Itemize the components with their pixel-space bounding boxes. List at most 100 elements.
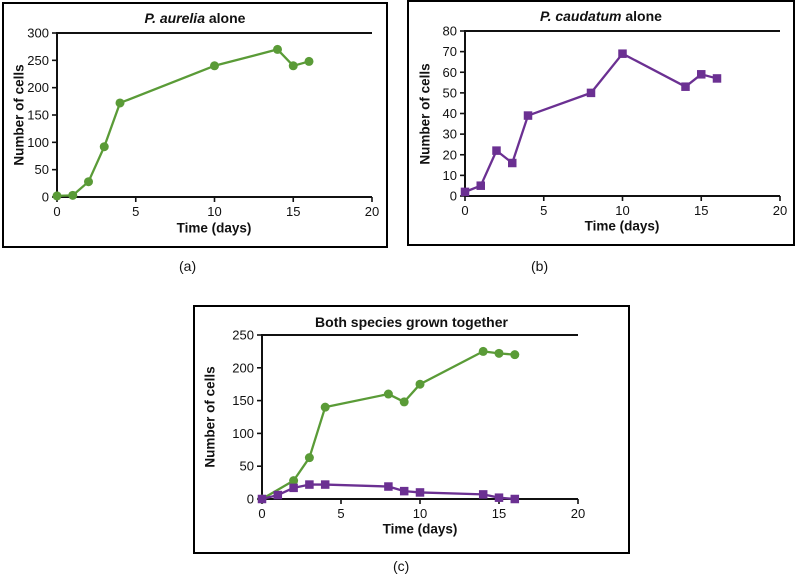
data-point-circle: [210, 61, 219, 71]
chart-a-x-axis-label: Time (days): [176, 220, 252, 236]
data-point-square: [508, 158, 517, 168]
chart-b-y-axis-label: Number of cells: [417, 63, 433, 165]
series-line-p-aurelia: [260, 350, 516, 501]
y-tick-label: 0: [42, 190, 49, 205]
panel-label-a: (a): [179, 258, 197, 274]
panel-label-c: (c): [393, 558, 410, 574]
data-point-circle: [510, 350, 520, 360]
data-point-square: [586, 88, 596, 98]
y-tick-label: 50: [35, 162, 49, 177]
data-point-circle: [273, 44, 282, 54]
x-tick-label: 20: [365, 204, 379, 219]
data-point-circle: [478, 346, 488, 356]
x-tick-label: 15: [286, 204, 300, 219]
x-tick-label: 15: [492, 506, 506, 521]
y-tick-label: 100: [232, 426, 254, 441]
chart-panel-p-aurelia-alone: 0 50 100 150 200 250 300 0 5 10 15 20 P. aurelia al…: [2, 2, 388, 248]
x-tick-label: 10: [207, 204, 221, 219]
series-line-p-aurelia: [55, 48, 311, 198]
y-tick-label: 300: [27, 26, 49, 41]
data-point-circle: [99, 142, 109, 152]
x-tick-label: 5: [337, 506, 344, 521]
y-tick-label: 100: [27, 135, 49, 150]
data-point-circle: [415, 379, 425, 389]
data-point-square: [305, 480, 314, 489]
x-tick-label: 15: [694, 203, 708, 218]
y-tick-label: 20: [443, 147, 457, 162]
y-tick-label: 70: [443, 44, 457, 59]
data-point-square: [289, 483, 298, 493]
y-tick-label: 60: [443, 65, 457, 80]
data-point-square: [273, 490, 283, 500]
data-point-circle: [399, 397, 409, 407]
y-tick-label: 40: [443, 106, 457, 121]
y-tick-label: 30: [443, 127, 457, 142]
series-line-p-caudatum: [463, 52, 719, 194]
x-tick-label: 10: [413, 506, 427, 521]
data-point-square: [460, 187, 470, 197]
chart-a-plot-area: 0 50 100 150 200 250 300 0 5 10 15 20: [27, 26, 379, 220]
data-point-square: [257, 494, 267, 504]
chart-a-title: P. aurelia alone: [4, 10, 386, 26]
y-tick-label: 10: [443, 168, 457, 183]
x-tick-label: 20: [571, 506, 585, 521]
data-point-circle: [288, 61, 298, 71]
x-tick-label: 0: [258, 506, 265, 521]
data-point-circle: [304, 56, 314, 66]
y-tick-label: 0: [450, 189, 457, 204]
data-point-square: [492, 146, 501, 155]
x-tick-label: 10: [615, 203, 629, 218]
data-point-square: [384, 482, 393, 491]
chart-c-x-axis-label: Time (days): [382, 521, 458, 537]
data-point-square: [510, 494, 520, 504]
y-tick-label: 200: [27, 80, 49, 95]
y-tick-label: 250: [232, 328, 254, 343]
data-point-square: [523, 111, 533, 120]
data-point-square: [320, 480, 330, 489]
y-tick-label: 50: [443, 85, 457, 100]
y-tick-label: 250: [27, 53, 49, 68]
chart-c-title-rest: Both species grown together: [315, 314, 508, 330]
chart-b-title: P. caudatum alone: [409, 8, 793, 24]
data-point-circle: [383, 389, 393, 399]
y-tick-label: 80: [443, 24, 457, 39]
panel-label-b: (b): [531, 258, 549, 274]
data-point-circle: [52, 191, 62, 201]
x-tick-label: 5: [540, 203, 547, 218]
chart-panel-both-species: 0 50 100 150 200 250 0 5 10 15 20 Both species gro…: [193, 305, 630, 554]
data-point-square: [494, 493, 504, 502]
data-point-square: [712, 74, 722, 83]
data-point-square: [399, 486, 409, 496]
data-point-circle: [494, 348, 504, 358]
chart-a-title-species: P. aurelia: [144, 10, 205, 26]
data-point-circle: [115, 98, 125, 108]
y-tick-label: 200: [232, 360, 254, 375]
chart-b-title-rest: alone: [621, 8, 662, 24]
chart-a-y-axis-label: Number of cells: [11, 64, 27, 166]
chart-c-y-axis-label: Number of cells: [202, 366, 218, 468]
y-tick-label: 50: [240, 459, 254, 474]
data-point-square: [478, 490, 488, 499]
y-tick-label: 150: [232, 393, 254, 408]
x-tick-label: 5: [132, 204, 139, 219]
chart-c-title: Both species grown together: [195, 314, 628, 330]
chart-c-plot-area: 0 50 100 150 200 250 0 5 10 15 20: [232, 328, 585, 522]
data-point-circle: [84, 177, 93, 187]
data-point-circle: [289, 476, 299, 486]
data-point-square: [415, 488, 425, 497]
data-point-square: [476, 181, 485, 190]
x-tick-label: 0: [53, 204, 60, 219]
data-point-square: [697, 70, 706, 79]
data-point-circle: [68, 190, 78, 200]
data-point-square: [618, 49, 627, 58]
chart-b-x-axis-label: Time (days): [584, 218, 660, 234]
data-point-square: [681, 82, 690, 91]
data-point-circle: [304, 453, 314, 463]
chart-b-plot-area: 0 10 20 30 40 50 60 70 80 0 5 10 15 20: [443, 24, 788, 219]
chart-b-title-species: P. caudatum: [540, 8, 622, 24]
chart-panel-p-caudatum-alone: 0 10 20 30 40 50 60 70 80 0 5 10 15 20 P. caudatum al…: [407, 0, 795, 246]
y-tick-label: 150: [27, 108, 49, 123]
x-tick-label: 20: [773, 203, 787, 218]
x-tick-label: 0: [461, 203, 468, 218]
y-tick-label: 0: [247, 492, 254, 507]
